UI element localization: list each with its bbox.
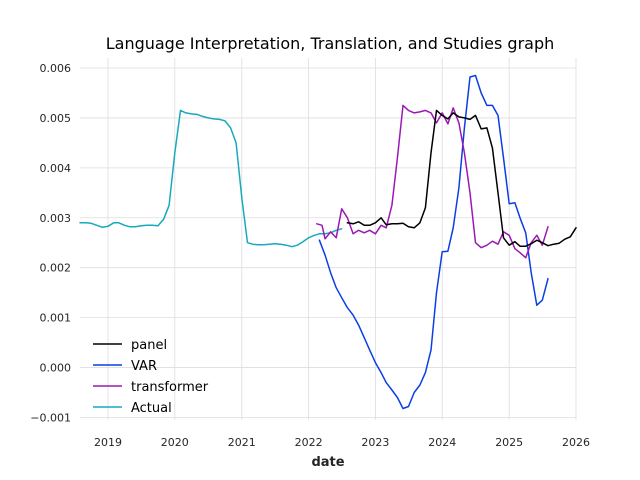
legend-label: transformer [131,380,209,395]
x-tick-label: 2021 [228,436,256,449]
legend-label: Actual [131,401,172,416]
x-axis-ticks: 2019 2020 2021 2022 2023 2024 2025 2026 [94,436,590,449]
x-tick-label: 2026 [562,436,590,449]
legend-label: panel [131,338,167,353]
legend-label: VAR [131,359,157,374]
series-line-var [318,74,549,410]
x-tick-label: 2025 [495,436,523,449]
y-tick-label: 0.000 [40,362,72,375]
grid-layer [80,58,577,420]
y-tick-label: 0.005 [40,112,72,125]
y-axis-ticks: −0.001 0.000 0.001 0.002 0.003 0.004 0.005 0.00… [30,62,71,425]
y-tick-label: −0.001 [30,412,71,425]
y-tick-label: 0.006 [40,62,72,75]
series-line-transformer [316,104,549,259]
x-tick-label: 2024 [428,436,456,449]
series-line-panel [346,109,577,247]
y-tick-label: 0.001 [40,312,72,325]
series-line-actual [79,109,343,248]
x-tick-label: 2022 [295,436,323,449]
y-tick-label: 0.004 [40,162,72,175]
y-tick-label: 0.003 [40,212,72,225]
legend: panel VAR transformer Actual [93,338,209,416]
x-tick-label: 2020 [161,436,189,449]
series-layer [79,74,577,410]
x-tick-label: 2023 [361,436,389,449]
x-axis-label: date [311,455,344,470]
chart-title: Language Interpretation, Translation, an… [106,34,555,53]
y-tick-label: 0.002 [40,262,72,275]
x-tick-label: 2019 [94,436,122,449]
